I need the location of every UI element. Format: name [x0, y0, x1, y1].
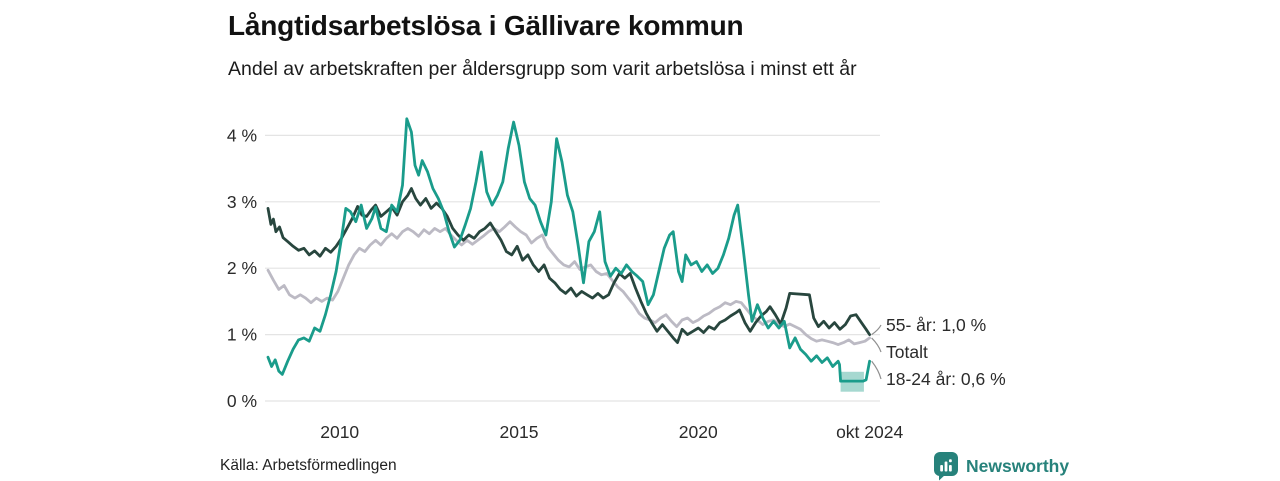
end-label: 55- år: 1,0 % [886, 315, 986, 335]
x-axis-tick-label: 2010 [320, 422, 359, 442]
end-label: 18-24 år: 0,6 % [886, 369, 1006, 389]
page-subtitle: Andel av arbetskraften per åldersgrupp s… [228, 58, 857, 80]
series-line-18-24-r [266, 117, 871, 383]
source-note: Källa: Arbetsförmedlingen [220, 457, 397, 474]
y-axis-tick-label: 4 % [227, 125, 257, 145]
page-title: Långtidsarbetslösa i Gällivare kommun [228, 10, 744, 41]
annotation-connector [871, 337, 882, 353]
x-axis-tick-label: 2015 [500, 422, 539, 442]
y-axis-tick-label: 1 % [227, 325, 257, 345]
series-line-totalt [266, 220, 871, 346]
annotation-connector [871, 324, 882, 336]
series-line-55-r [266, 187, 871, 344]
x-axis-tick-label: okt 2024 [836, 422, 903, 442]
end-label: Totalt [886, 342, 928, 362]
annotation-connector [871, 360, 882, 380]
y-axis-tick-label: 3 % [227, 192, 257, 212]
newsworthy-brand: Newsworthy [933, 451, 1069, 481]
y-axis-tick-label: 0 % [227, 391, 257, 411]
brand-name: Newsworthy [966, 455, 1070, 476]
newsworthy-logo-icon [934, 452, 958, 481]
x-axis-tick-label: 2020 [679, 422, 718, 442]
y-axis-tick-label: 2 % [227, 258, 257, 278]
